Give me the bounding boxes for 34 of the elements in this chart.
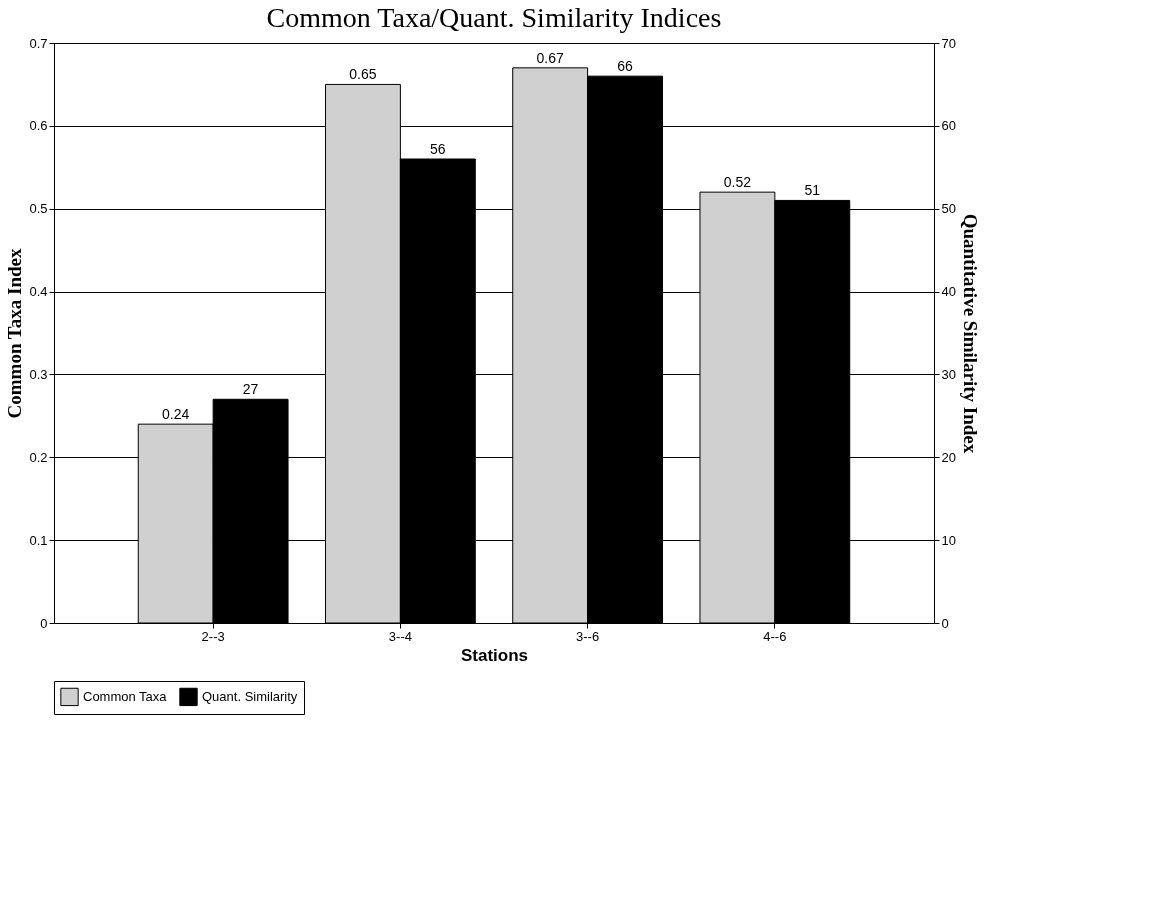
data-label: 0.65	[349, 66, 377, 83]
y2-axis-title: Quantitative Similarity Index	[959, 213, 981, 454]
y-tick-label: 0.6	[29, 118, 48, 134]
y2-tick-label: 0	[941, 615, 949, 631]
data-label: 51	[804, 182, 821, 199]
y-tick-label: 0.2	[29, 449, 48, 465]
data-label: 0.67	[536, 49, 565, 66]
y-axis-title: Common Taxa Index	[4, 248, 26, 419]
legend-label: Common Taxa	[83, 688, 168, 704]
data-label: 0.24	[162, 406, 190, 423]
chart-title: Common Taxa/Quant. Similarity Indices	[266, 2, 722, 33]
y2-tick-label: 60	[941, 118, 956, 134]
data-label: 56	[430, 141, 446, 157]
data-label: 0.52	[723, 174, 752, 191]
y2-tick-label: 20	[941, 449, 956, 465]
x-tick-label: 4--6	[763, 628, 787, 644]
data-label: 27	[242, 381, 259, 398]
x-tick-label: 2--3	[201, 628, 225, 644]
x-axis-title: Stations	[460, 645, 529, 665]
data-label: 66	[617, 58, 634, 75]
y2-tick-label: 40	[941, 284, 956, 300]
x-tick-label: 3--4	[388, 628, 412, 644]
y-tick-label: 0	[40, 615, 48, 631]
y-tick-label: 0.5	[29, 201, 48, 217]
y2-tick-label: 50	[941, 201, 956, 217]
y2-tick-label: 10	[941, 532, 956, 548]
y-tick-label: 0.3	[29, 366, 48, 382]
y2-tick-label: 30	[941, 366, 956, 382]
x-tick-label: 3--6	[576, 628, 600, 644]
legend-label: Quant. Similarity	[202, 688, 298, 704]
y-tick-label: 0.7	[29, 35, 48, 51]
y-tick-label: 0.4	[29, 284, 48, 300]
y2-tick-label: 70	[941, 35, 956, 51]
y-tick-label: 0.1	[29, 532, 48, 548]
